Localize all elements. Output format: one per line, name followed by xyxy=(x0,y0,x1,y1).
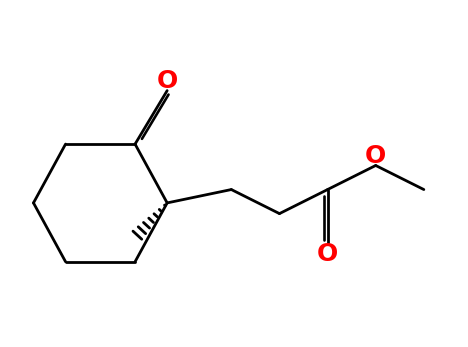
Text: O: O xyxy=(156,69,178,93)
Text: O: O xyxy=(365,144,386,168)
Text: O: O xyxy=(317,242,338,266)
